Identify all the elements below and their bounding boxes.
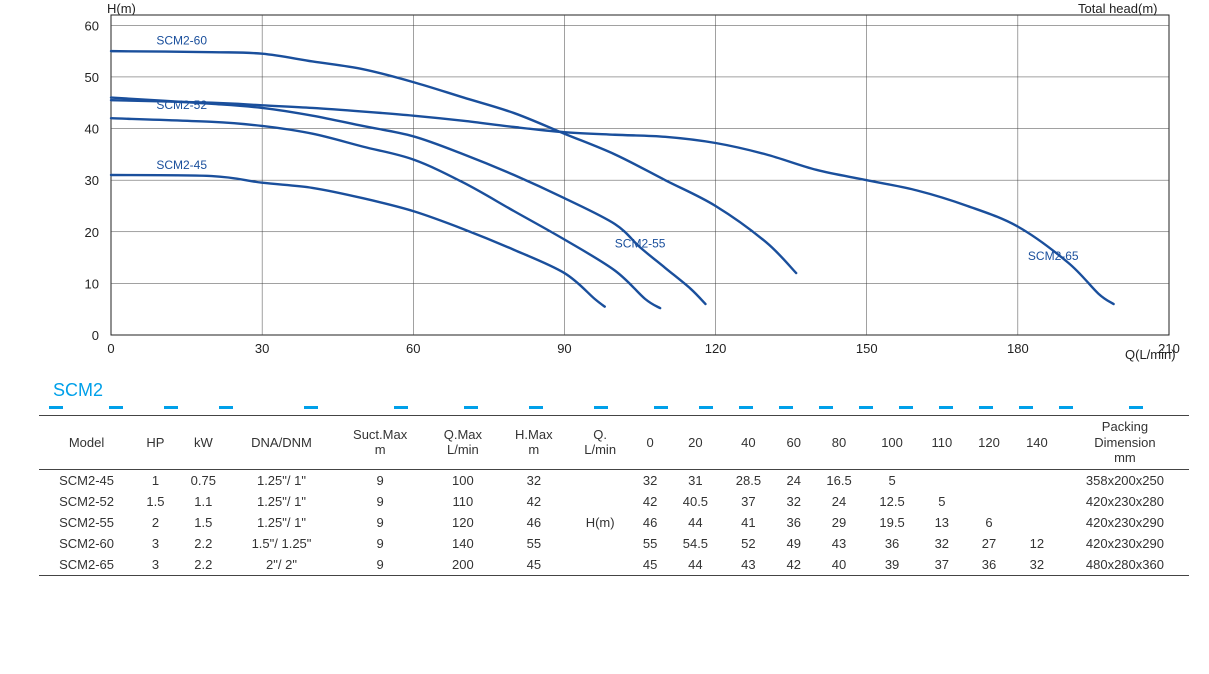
col-5: Q.MaxL/min — [427, 416, 498, 470]
curve-label-scm2-60: SCM2-60 — [156, 33, 207, 47]
col-6: H.Maxm — [499, 416, 569, 470]
pump-curve-chart: H(m) Total head(m) 030609012015018021001… — [25, 5, 1195, 374]
svg-text:0: 0 — [107, 341, 114, 356]
col-2: kW — [177, 416, 230, 470]
svg-text:30: 30 — [255, 341, 269, 356]
col-12: 80 — [813, 416, 866, 470]
column-tick-marks — [39, 403, 1189, 411]
table-row: SCM2-6032.21.5"/ 1.25"9140555554.5524943… — [39, 533, 1189, 554]
table-header-row: ModelHPkWDNA/DNMSuct.MaxmQ.MaxL/minH.Max… — [39, 416, 1189, 470]
svg-text:50: 50 — [85, 70, 99, 85]
spec-table: ModelHPkWDNA/DNMSuct.MaxmQ.MaxL/minH.Max… — [39, 415, 1189, 576]
svg-text:40: 40 — [85, 122, 99, 137]
col-11: 60 — [775, 416, 813, 470]
col-9: 20 — [669, 416, 722, 470]
svg-text:120: 120 — [705, 341, 727, 356]
svg-text:10: 10 — [85, 276, 99, 291]
col-0: Model — [39, 416, 134, 470]
series-title-text: SCM2 — [53, 380, 103, 400]
col-17: PackingDimensionmm — [1061, 416, 1189, 470]
col-13: 100 — [866, 416, 919, 470]
svg-text:20: 20 — [85, 225, 99, 240]
table-row: SCM2-4510.751.25"/ 1"910032323128.52416.… — [39, 469, 1189, 491]
right-label: Total head(m) — [1078, 1, 1157, 16]
col-1: HP — [134, 416, 177, 470]
col-7: Q.L/min — [569, 416, 631, 470]
series-title: SCM2 — [53, 380, 1204, 401]
svg-text:90: 90 — [557, 341, 571, 356]
curve-label-scm2-45: SCM2-45 — [156, 158, 207, 172]
svg-text:150: 150 — [856, 341, 878, 356]
svg-text:60: 60 — [406, 341, 420, 356]
col-15: 120 — [965, 416, 1013, 470]
col-8: 0 — [631, 416, 669, 470]
svg-text:60: 60 — [85, 18, 99, 33]
col-14: 110 — [919, 416, 966, 470]
col-4: Suct.Maxm — [333, 416, 427, 470]
table-row: SCM2-6532.22"/ 2"92004545444342403937363… — [39, 554, 1189, 576]
col-16: 140 — [1013, 416, 1061, 470]
table-row: SCM2-5521.51.25"/ 1"912046H(m)4644413629… — [39, 512, 1189, 533]
svg-text:180: 180 — [1007, 341, 1029, 356]
svg-text:30: 30 — [85, 173, 99, 188]
table-row: SCM2-521.51.11.25"/ 1"9110424240.5373224… — [39, 491, 1189, 512]
curve-label-scm2-65: SCM2-65 — [1028, 249, 1079, 263]
chart-svg: 03060901201501802100102030405060SCM2-45S… — [25, 5, 1195, 371]
curve-label-scm2-55: SCM2-55 — [615, 236, 666, 250]
y-axis-label: H(m) — [107, 1, 136, 16]
col-10: 40 — [722, 416, 775, 470]
x-axis-label: Q(L/min) — [1125, 347, 1176, 362]
col-3: DNA/DNM — [230, 416, 333, 470]
svg-text:0: 0 — [92, 328, 99, 343]
